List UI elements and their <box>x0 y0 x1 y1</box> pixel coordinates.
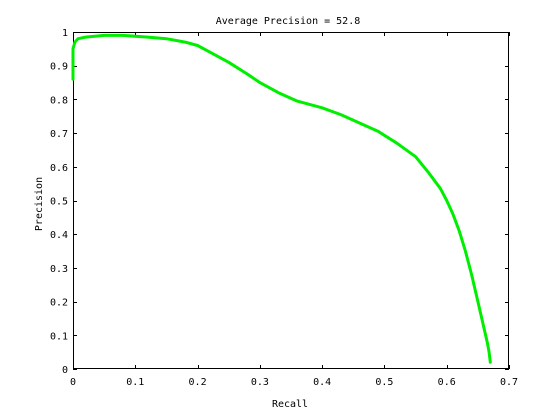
x-tick-label: 0.4 <box>313 377 331 388</box>
x-tick-label: 0.7 <box>500 377 518 388</box>
x-tick-label: 0.3 <box>251 377 269 388</box>
x-tick-label: 0.6 <box>438 377 456 388</box>
chart-title: Average Precision = 52.8 <box>216 16 361 27</box>
x-tick-label: 0 <box>70 377 76 388</box>
x-tick-label: 0.2 <box>189 377 207 388</box>
y-tick-label: 0.4 <box>50 230 68 241</box>
y-tick-label: 0.6 <box>50 163 68 174</box>
x-axis-label: Recall <box>272 399 308 410</box>
series-line <box>71 33 492 364</box>
y-tick-label: 0.5 <box>50 197 68 208</box>
y-tick-label: 0.8 <box>50 95 68 106</box>
y-tick-label: 0.1 <box>50 331 68 342</box>
y-tick-label: 0.2 <box>50 298 68 309</box>
y-tick-label: 0.7 <box>50 129 68 140</box>
axes-frame <box>73 32 509 369</box>
y-tick-label: 1 <box>62 28 68 39</box>
y-tick-label: 0.9 <box>50 62 68 73</box>
y-tick-label: 0.3 <box>50 264 68 275</box>
y-tick-label: 0 <box>62 365 68 376</box>
plot-area: 0 0.1 0.2 0.3 0.4 0.5 0.6 0.7 0 0.1 0.2 0.3 0.4 0.5 0.… <box>50 28 518 388</box>
y-axis-label: Precision <box>34 177 45 231</box>
x-tick-label: 0.1 <box>126 377 144 388</box>
x-tick-label: 0.5 <box>375 377 393 388</box>
